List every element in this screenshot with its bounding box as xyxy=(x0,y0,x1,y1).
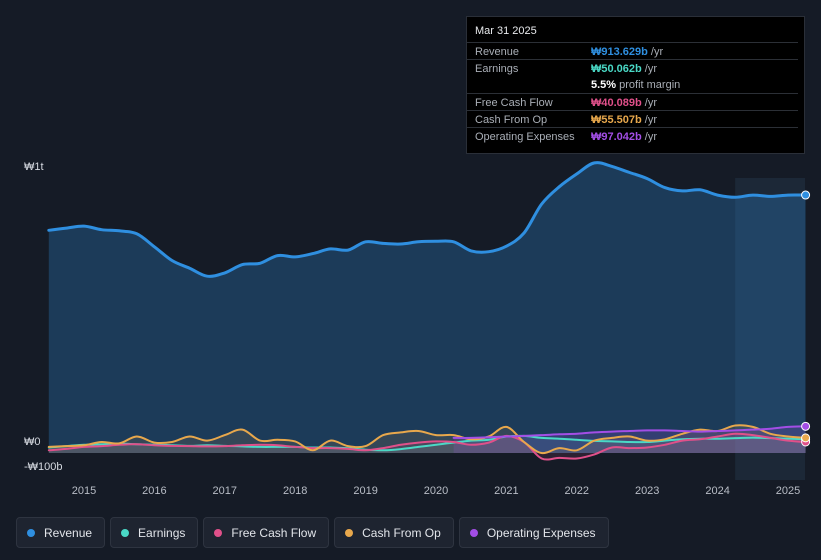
tooltip-row-fcf: Free Cash Flow ₩40.089b /yr xyxy=(467,93,798,111)
y-tick-label-top: ₩1t xyxy=(24,161,44,173)
legend-dot-icon xyxy=(121,528,130,537)
line-free-cash-flow xyxy=(47,432,807,461)
line-cash-from-op xyxy=(47,424,807,455)
tooltip-row-revenue: Revenue ₩913.629b /yr xyxy=(467,42,798,60)
tooltip-value: ₩40.089b /yr xyxy=(591,97,658,109)
legend-dot-icon xyxy=(214,528,223,537)
tooltip-label: Revenue xyxy=(475,46,520,58)
legend-label: Revenue xyxy=(44,525,93,540)
legend-label: Cash From Op xyxy=(362,525,441,540)
x-tick-label: 2020 xyxy=(423,485,449,497)
x-tick-label: 2022 xyxy=(564,485,590,497)
data-tooltip: Mar 31 2025 Revenue ₩913.629b /yr Earnin… xyxy=(466,16,805,154)
legend-dot-icon xyxy=(27,528,35,537)
tooltip-row-opex: Operating Expenses ₩97.042b /yr xyxy=(467,127,798,145)
tooltip-row-margin: 5.5% profit margin xyxy=(467,76,798,93)
legend-label: Operating Expenses xyxy=(486,525,596,540)
y-tick-label-zero: ₩0 xyxy=(24,436,41,448)
x-tick-label: 2024 xyxy=(705,485,730,497)
tooltip-label: Operating Expenses xyxy=(475,131,575,143)
x-tick-label: 2015 xyxy=(71,485,97,497)
legend-dot-icon xyxy=(469,528,478,537)
tooltip-value: ₩913.629b /yr xyxy=(591,46,664,58)
series-end-dots xyxy=(801,190,811,447)
tooltip-value: ₩97.042b /yr xyxy=(591,131,658,143)
x-tick-label: 2019 xyxy=(353,485,378,497)
area-earnings xyxy=(48,435,806,453)
legend-label: Earnings xyxy=(138,525,186,540)
legend-label: Free Cash Flow xyxy=(231,525,317,540)
x-tick-label: 2016 xyxy=(142,485,167,497)
end-dot-cash-from-op xyxy=(801,433,811,443)
end-dot-revenue xyxy=(801,190,811,200)
tooltip-label: Earnings xyxy=(475,63,519,75)
x-tick-label: 2021 xyxy=(494,485,519,497)
legend-cash-from-op[interactable]: Cash From Op xyxy=(334,517,454,548)
x-tick-label: 2025 xyxy=(775,485,801,497)
line-operating-expenses xyxy=(452,425,807,439)
tooltip-label: Cash From Op xyxy=(475,114,548,126)
tooltip-row-earnings: Earnings ₩50.062b /yr xyxy=(467,59,798,77)
legend-dot-icon xyxy=(345,528,354,537)
series-areas xyxy=(48,162,806,460)
legend-free-cash-flow[interactable]: Free Cash Flow xyxy=(203,517,330,548)
area-revenue xyxy=(48,162,806,453)
tooltip-date: Mar 31 2025 xyxy=(475,25,537,37)
tooltip-label: Free Cash Flow xyxy=(475,97,553,109)
x-tick-label: 2017 xyxy=(212,485,238,497)
x-tick-label: 2018 xyxy=(282,485,308,497)
y-tick-label-bottom: -₩100b xyxy=(24,461,63,473)
area-operating-expenses xyxy=(453,426,806,453)
tooltip-value: ₩55.507b /yr xyxy=(591,114,658,126)
series-lines xyxy=(47,161,808,461)
end-dot-operating-expenses xyxy=(801,421,811,431)
x-tick-label: 2023 xyxy=(634,485,660,497)
legend-revenue[interactable]: Revenue xyxy=(16,517,106,548)
tooltip-profit-margin: 5.5% profit margin xyxy=(591,79,681,91)
tooltip-row-cfo: Cash From Op ₩55.507b /yr xyxy=(467,110,798,128)
tooltip-value: ₩50.062b /yr xyxy=(591,63,658,75)
line-revenue xyxy=(47,161,808,278)
legend-operating-expenses[interactable]: Operating Expenses xyxy=(458,517,609,548)
chart-legend: Revenue Earnings Free Cash Flow Cash Fro… xyxy=(16,517,609,548)
legend-earnings[interactable]: Earnings xyxy=(110,517,199,548)
